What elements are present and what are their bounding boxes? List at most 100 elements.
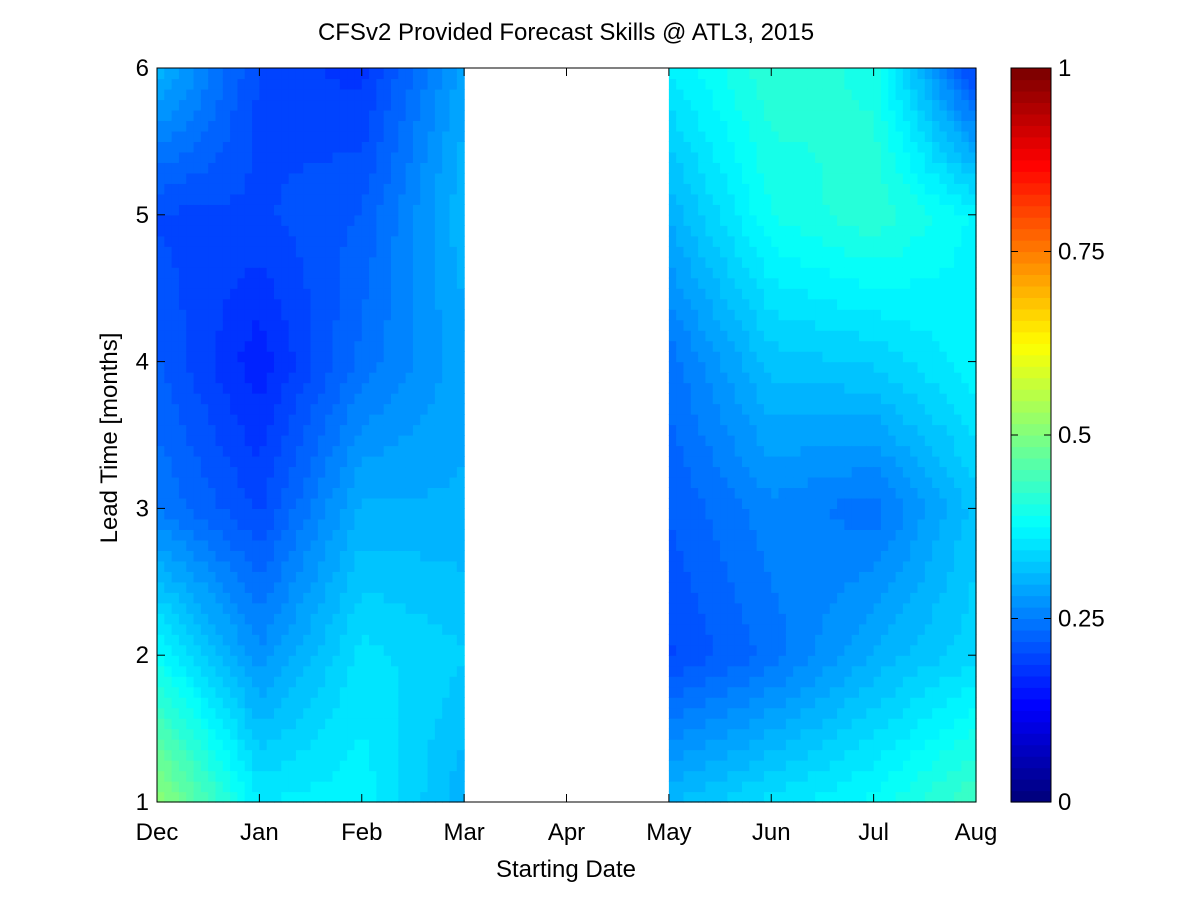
heatmap-cell: [793, 225, 802, 237]
heatmap-cell: [398, 256, 407, 268]
heatmap-cell: [244, 644, 253, 656]
heatmap-cell: [339, 749, 348, 761]
heatmap-cell: [412, 141, 421, 153]
heatmap-cell: [807, 382, 816, 394]
heatmap-cell: [237, 68, 246, 80]
heatmap-cell: [295, 130, 304, 142]
heatmap-cell: [354, 791, 363, 803]
heatmap-cell: [859, 172, 867, 184]
heatmap-cell: [295, 382, 304, 394]
heatmap-cell: [171, 403, 180, 415]
heatmap-cell: [354, 781, 363, 793]
heatmap-cell: [698, 141, 707, 153]
heatmap-cell: [252, 361, 260, 373]
heatmap-cell: [376, 718, 385, 730]
heatmap-cell: [668, 424, 677, 436]
heatmap-cell: [844, 749, 853, 761]
heatmap-cell: [420, 497, 429, 509]
heatmap-cell: [763, 718, 772, 730]
heatmap-cell: [720, 330, 728, 342]
heatmap-cell: [712, 141, 721, 153]
heatmap-cell: [361, 739, 370, 751]
heatmap-cell: [244, 539, 253, 551]
heatmap-cell: [361, 613, 370, 625]
heatmap-cell: [164, 288, 173, 300]
heatmap-cell: [259, 151, 268, 163]
heatmap-cell: [376, 99, 385, 111]
heatmap-cell: [851, 351, 860, 363]
heatmap-cell: [222, 665, 231, 677]
heatmap-cell: [427, 686, 436, 698]
heatmap-cell: [683, 393, 692, 405]
heatmap-cell: [332, 508, 341, 520]
heatmap-cell: [157, 476, 165, 489]
heatmap-cell: [734, 424, 743, 436]
heatmap-cell: [200, 256, 209, 268]
heatmap-cell: [295, 393, 304, 405]
heatmap-cell: [822, 183, 831, 195]
heatmap-cell: [171, 445, 180, 457]
heatmap-cell: [310, 435, 319, 447]
heatmap-cell: [215, 403, 224, 415]
heatmap-cell: [705, 99, 714, 111]
heatmap-cell: [683, 309, 692, 321]
heatmap-cell: [727, 760, 736, 772]
heatmap-cell: [405, 728, 414, 740]
heatmap-cell: [800, 141, 809, 153]
heatmap-cell: [193, 277, 202, 289]
heatmap-cell: [712, 193, 721, 205]
heatmap-cell: [383, 791, 392, 803]
heatmap-cell: [844, 193, 853, 205]
heatmap-cell: [763, 372, 772, 384]
heatmap-cell: [274, 424, 282, 436]
heatmap-cell: [200, 739, 209, 751]
heatmap-cell: [727, 697, 736, 709]
heatmap-cell: [412, 235, 421, 247]
heatmap-cell: [434, 246, 443, 258]
heatmap-cell: [317, 99, 326, 111]
heatmap-cell: [303, 183, 312, 195]
heatmap-cell: [449, 309, 458, 321]
heatmap-cell: [778, 88, 787, 101]
heatmap-cell: [427, 655, 436, 667]
heatmap-cell: [690, 487, 699, 499]
heatmap-cell: [698, 487, 707, 499]
heatmap-cell: [376, 497, 385, 509]
heatmap-cell: [412, 130, 421, 142]
heatmap-cell: [376, 707, 385, 719]
heatmap-cell: [347, 361, 356, 373]
heatmap-cell: [859, 319, 867, 331]
heatmap-cell: [822, 781, 831, 793]
heatmap-cell: [200, 141, 209, 153]
heatmap-cell: [391, 718, 399, 730]
heatmap-cell: [237, 340, 246, 352]
heatmap-cells: [157, 68, 977, 803]
heatmap-cell: [157, 204, 165, 216]
heatmap-cell: [259, 235, 268, 247]
heatmap-cell: [383, 68, 392, 80]
heatmap-cell: [420, 445, 429, 457]
heatmap-cell: [295, 88, 304, 101]
heatmap-cell: [785, 99, 794, 111]
heatmap-cell: [259, 193, 268, 205]
heatmap-cell: [215, 120, 224, 132]
heatmap-cell: [895, 665, 904, 677]
heatmap-cell: [186, 749, 195, 761]
heatmap-cell: [712, 508, 721, 520]
heatmap-cell: [676, 309, 685, 321]
heatmap-cell: [837, 172, 845, 184]
heatmap-cell: [705, 697, 714, 709]
heatmap-cell: [339, 550, 348, 562]
heatmap-cell: [354, 309, 363, 321]
heatmap-cell: [376, 214, 385, 226]
heatmap-cell: [376, 644, 385, 656]
heatmap-cell: [815, 435, 824, 447]
heatmap-cell: [347, 183, 356, 195]
heatmap-cell: [712, 791, 721, 803]
heatmap-cell: [829, 466, 838, 478]
heatmap-cell: [727, 781, 736, 793]
heatmap-cell: [456, 529, 465, 541]
heatmap-cell: [829, 414, 838, 426]
heatmap-cell: [844, 361, 853, 373]
heatmap-cell: [844, 99, 853, 111]
